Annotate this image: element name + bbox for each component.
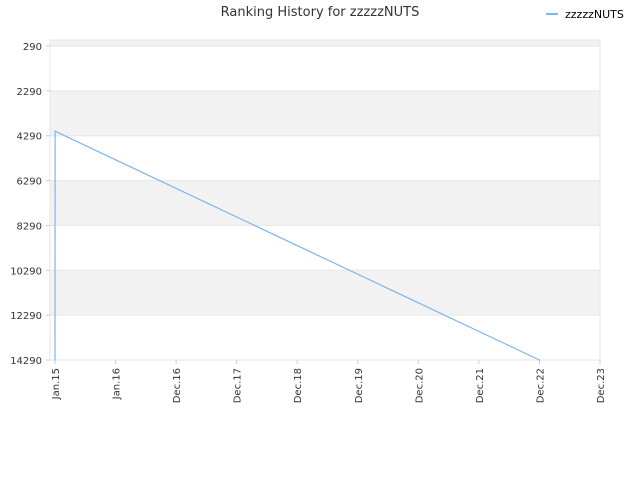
x-tick-label: Dec.22 [535, 368, 546, 403]
y-tick-label: 290 [23, 42, 42, 53]
y-tick-label: 2290 [17, 87, 42, 98]
y-tick-label: 14290 [10, 356, 42, 367]
x-tick-label: Dec.20 [414, 368, 425, 403]
y-tick-label: 12290 [10, 311, 42, 322]
y-tick-label: 4290 [17, 132, 42, 143]
legend[interactable]: zzzzzNUTS [546, 8, 624, 21]
x-tick-label: Dec.19 [354, 368, 365, 403]
plot-band [50, 270, 600, 316]
plot-bands [50, 40, 600, 316]
x-tick-label: Dec.16 [172, 368, 183, 403]
x-tick-label: Jan.15 [51, 368, 62, 400]
x-tick-label: Dec.17 [233, 368, 244, 403]
data-point [54, 130, 56, 132]
plot-band [50, 90, 600, 136]
y-axis: 290 2290 4290 6290 8290 10290 12290 14290 [10, 42, 50, 367]
data-point [54, 359, 56, 361]
y-tick-label: 8290 [17, 221, 42, 232]
plot-band [50, 180, 600, 226]
x-tick-label: Jan.16 [112, 368, 123, 400]
x-tick-label: Dec.23 [596, 368, 607, 403]
x-axis: Jan.15 Jan.16 Dec.16 Dec.17 Dec.18 Dec.19 Dec.… [51, 360, 607, 403]
grid-lines [50, 45, 600, 361]
plot-band [50, 40, 600, 46]
data-point [538, 359, 541, 361]
plot-border [49, 39, 601, 361]
y-tick-label: 6290 [17, 177, 42, 188]
x-tick-label: Dec.21 [475, 368, 486, 403]
series-line-zzzzznuts [54, 130, 540, 361]
series-layer [54, 130, 541, 361]
legend-label-zzzzznuts: zzzzzNUTS [565, 8, 624, 21]
x-tick-label: Dec.18 [293, 368, 304, 403]
chart-title: Ranking History for zzzzzNUTS [221, 5, 420, 20]
y-tick-label: 10290 [10, 266, 42, 277]
